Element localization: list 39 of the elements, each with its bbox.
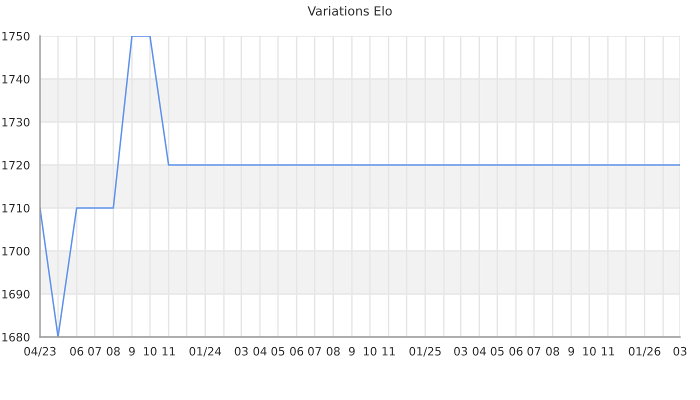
x-tick-label: 01/24 (190, 346, 222, 356)
x-tick-label: 10 (364, 346, 376, 356)
x-tick-label: 07 (308, 346, 321, 356)
x-tick-label: 11 (162, 347, 175, 356)
line-series (40, 36, 680, 337)
x-tick-label: 10 (583, 346, 596, 356)
y-tick-label: 1710 (2, 204, 30, 213)
x-tick-label: 08 (546, 346, 560, 356)
x-tick-label: 03 (454, 346, 468, 356)
x-tick-label: 11 (382, 347, 395, 356)
x-tick-label: 01/25 (409, 346, 441, 356)
y-tick-label: 1680 (2, 332, 30, 342)
x-tick-label: 04 (472, 346, 486, 356)
x-tick-label: 06 (70, 346, 84, 356)
y-tick-label: 1730 (2, 118, 30, 127)
x-tick-label: 04 (253, 346, 267, 356)
x-tick-label: 11 (602, 347, 614, 356)
x-tick-label: 9 (348, 346, 355, 356)
chart-title: Variations Elo (308, 6, 392, 16)
x-tick-label: 07 (88, 346, 101, 356)
x-tick-label: 10 (144, 346, 156, 356)
x-tick-label: 9 (568, 346, 574, 356)
x-tick-label: 04/23 (24, 346, 56, 356)
x-tick-label: 9 (129, 346, 135, 356)
y-tick-label: 1690 (2, 290, 30, 299)
x-tick-label: 06 (290, 346, 304, 356)
x-tick-label: 05 (271, 346, 284, 356)
x-tick-label: 07 (527, 346, 540, 356)
y-tick-label: 1750 (2, 32, 30, 41)
x-tick-label: 06 (509, 346, 523, 356)
y-tick-label: 1700 (2, 246, 30, 256)
x-tick-label: 03 (673, 346, 686, 356)
y-tick-label: 1720 (2, 160, 30, 170)
x-tick-label: 08 (106, 346, 120, 356)
x-tick-label: 03 (234, 346, 248, 356)
x-tick-label: 08 (326, 346, 340, 356)
x-tick-label: 05 (490, 346, 504, 356)
x-tick-label: 01/26 (628, 346, 660, 356)
y-tick-label: 1740 (2, 74, 30, 84)
